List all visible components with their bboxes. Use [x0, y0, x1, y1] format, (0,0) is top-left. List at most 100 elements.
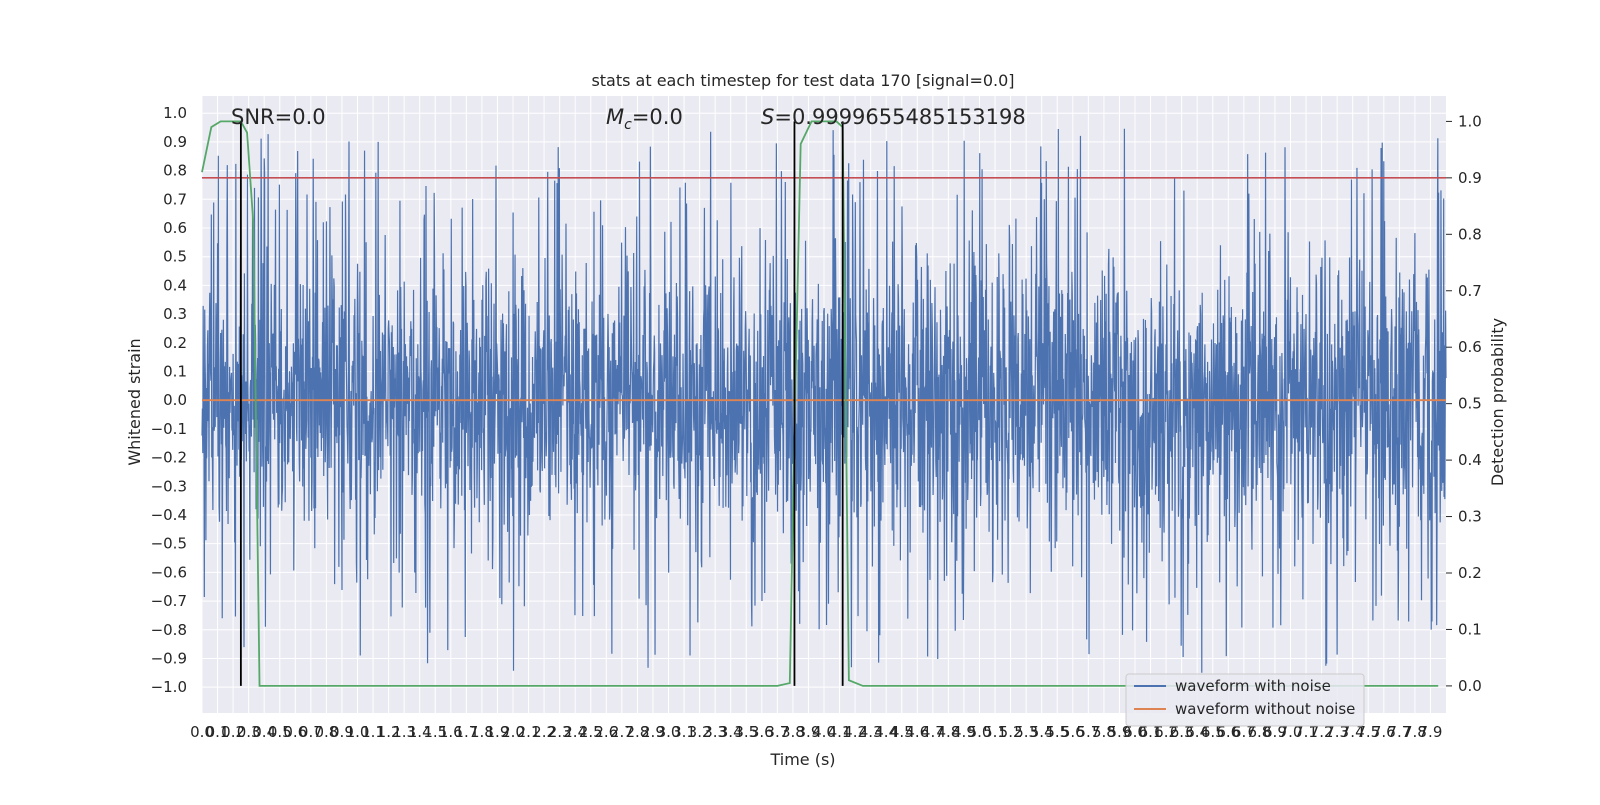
- x-tick-label: 0.8: [314, 723, 338, 741]
- x-tick-label: 6.3: [1170, 723, 1194, 741]
- y-tick-label: −1.0: [151, 678, 187, 696]
- y2-tick-label: 0.0: [1458, 677, 1482, 695]
- y2-tick-label: 0.3: [1458, 508, 1482, 526]
- y-tick-label: 0.3: [163, 305, 187, 323]
- y2-tick-label: 0.4: [1458, 451, 1482, 469]
- y-tick-label: −0.2: [151, 449, 187, 467]
- x-tick-label: 7.2: [1310, 723, 1334, 741]
- y-tick-label: 0.7: [163, 190, 187, 208]
- x-tick-label: 3.5: [734, 723, 758, 741]
- y-tick-label: 0.1: [163, 362, 187, 380]
- x-tick-label: 2.2: [532, 723, 556, 741]
- x-tick-label: 4.6: [905, 723, 929, 741]
- y2-tick-label: 0.5: [1458, 395, 1482, 413]
- y-tick-label: 0.5: [163, 248, 187, 266]
- x-tick-label: 5.0: [968, 723, 992, 741]
- x-tick-label: 2.5: [579, 723, 603, 741]
- x-tick-label: 6.9: [1263, 723, 1287, 741]
- y-tick-label: 0.2: [163, 334, 187, 352]
- x-tick-label: 1.6: [439, 723, 463, 741]
- y-tick-label: 0.4: [163, 276, 187, 294]
- x-tick-label: 3.3: [703, 723, 727, 741]
- y-tick-label: −0.6: [151, 563, 187, 581]
- x-tick-label: 4.3: [859, 723, 883, 741]
- x-tick-label: 5.9: [1108, 723, 1132, 741]
- x-tick-label: 6.1: [1139, 723, 1163, 741]
- x-tick-label: 3.6: [750, 723, 774, 741]
- detection-markers: [239, 121, 844, 686]
- x-tick-label: 0.4: [252, 723, 276, 741]
- detection-probability-line: [201, 120, 1439, 687]
- x-tick-label: 7.7: [1387, 723, 1411, 741]
- x-tick-label: 3.0: [657, 723, 681, 741]
- y-tick-label: −0.7: [151, 592, 187, 610]
- waveform-with-noise-series: [201, 128, 1447, 673]
- x-tick-label: 0.6: [283, 723, 307, 741]
- x-tick-label: 3.7: [765, 723, 789, 741]
- y-tick-label: 1.0: [163, 104, 187, 122]
- x-tick-label: 3.2: [688, 723, 712, 741]
- x-tick-label: 2.9: [641, 723, 665, 741]
- x-tick-label: 1.5: [423, 723, 447, 741]
- y2-tick-label: 0.7: [1458, 282, 1482, 300]
- waveform-with-noise-line: [201, 128, 1447, 673]
- x-tick-label: 5.1: [983, 723, 1007, 741]
- x-tick-label: 7.6: [1372, 723, 1396, 741]
- x-tick-label: 7.5: [1356, 723, 1380, 741]
- x-tick-label: 7.1: [1294, 723, 1318, 741]
- x-tick-label: 3.8: [781, 723, 805, 741]
- y2-tick-label: 0.6: [1458, 338, 1482, 356]
- y-tick-label: 0.9: [163, 133, 187, 151]
- y-tick-label: 0.0: [163, 391, 187, 409]
- x-axis-ticks: 0.00.10.20.30.40.50.60.70.80.91.01.11.21…: [190, 723, 1442, 741]
- x-tick-label: 2.7: [610, 723, 634, 741]
- x-tick-label: 1.1: [361, 723, 385, 741]
- x-tick-label: 4.9: [952, 723, 976, 741]
- x-tick-label: 3.1: [672, 723, 696, 741]
- x-tick-label: 5.4: [1030, 723, 1054, 741]
- y-axis-label: Whitened strain: [125, 338, 144, 465]
- x-tick-label: 5.3: [1014, 723, 1038, 741]
- x-axis-label: Time (s): [769, 750, 835, 769]
- x-tick-label: 4.7: [921, 723, 945, 741]
- x-tick-label: 7.9: [1419, 723, 1443, 741]
- y2-tick-label: 0.2: [1458, 564, 1482, 582]
- x-tick-label: 4.5: [890, 723, 914, 741]
- x-tick-label: 7.4: [1341, 723, 1365, 741]
- x-tick-label: 6.2: [1154, 723, 1178, 741]
- x-tick-label: 4.0: [812, 723, 836, 741]
- detection-stat-value: =0.9999655485153198: [774, 105, 1025, 129]
- x-tick-label: 2.3: [548, 723, 572, 741]
- y-axis-ticks: 1.0 0.9 0.8 0.7 0.6 0.5 0.4 0.3 0.2 0.1 0.0 −0.1 −0.…: [151, 104, 187, 696]
- y2-axis-label: Detection probability: [1488, 318, 1507, 486]
- x-tick-label: 6.7: [1232, 723, 1256, 741]
- y-tick-label: −0.8: [151, 621, 187, 639]
- x-tick-label: 1.4: [408, 723, 432, 741]
- y-tick-label: −0.4: [151, 506, 187, 524]
- x-tick-label: 1.0: [346, 723, 370, 741]
- legend-label-noise: waveform with noise: [1175, 677, 1331, 695]
- x-tick-label: 6.5: [1201, 723, 1225, 741]
- x-tick-label: 4.4: [874, 723, 898, 741]
- x-tick-label: 0.7: [299, 723, 323, 741]
- x-tick-label: 2.1: [517, 723, 541, 741]
- x-tick-label: 7.8: [1403, 723, 1427, 741]
- y-tick-label: 0.6: [163, 219, 187, 237]
- x-tick-label: 5.5: [1045, 723, 1069, 741]
- x-tick-label: 2.4: [563, 723, 587, 741]
- detection-stat-symbol: S: [761, 105, 774, 129]
- y2-tick-label: 1.0: [1458, 112, 1482, 130]
- x-tick-label: 1.3: [392, 723, 416, 741]
- x-tick-label: 7.0: [1279, 723, 1303, 741]
- legend-label-clean: waveform without noise: [1175, 700, 1355, 718]
- x-tick-label: 5.2: [999, 723, 1023, 741]
- legend: waveform with noise waveform without noi…: [1125, 673, 1365, 727]
- snr-annotation: SNR=0.0: [231, 105, 326, 129]
- chirp-mass-annotation: Mc=0.0: [606, 105, 683, 133]
- detection-stat-annotation: S=0.9999655485153198: [761, 105, 1026, 129]
- x-tick-label: 7.3: [1325, 723, 1349, 741]
- x-tick-label: 1.7: [454, 723, 478, 741]
- x-tick-label: 0.2: [221, 723, 245, 741]
- legend-box: [1125, 673, 1365, 727]
- x-tick-label: 4.2: [843, 723, 867, 741]
